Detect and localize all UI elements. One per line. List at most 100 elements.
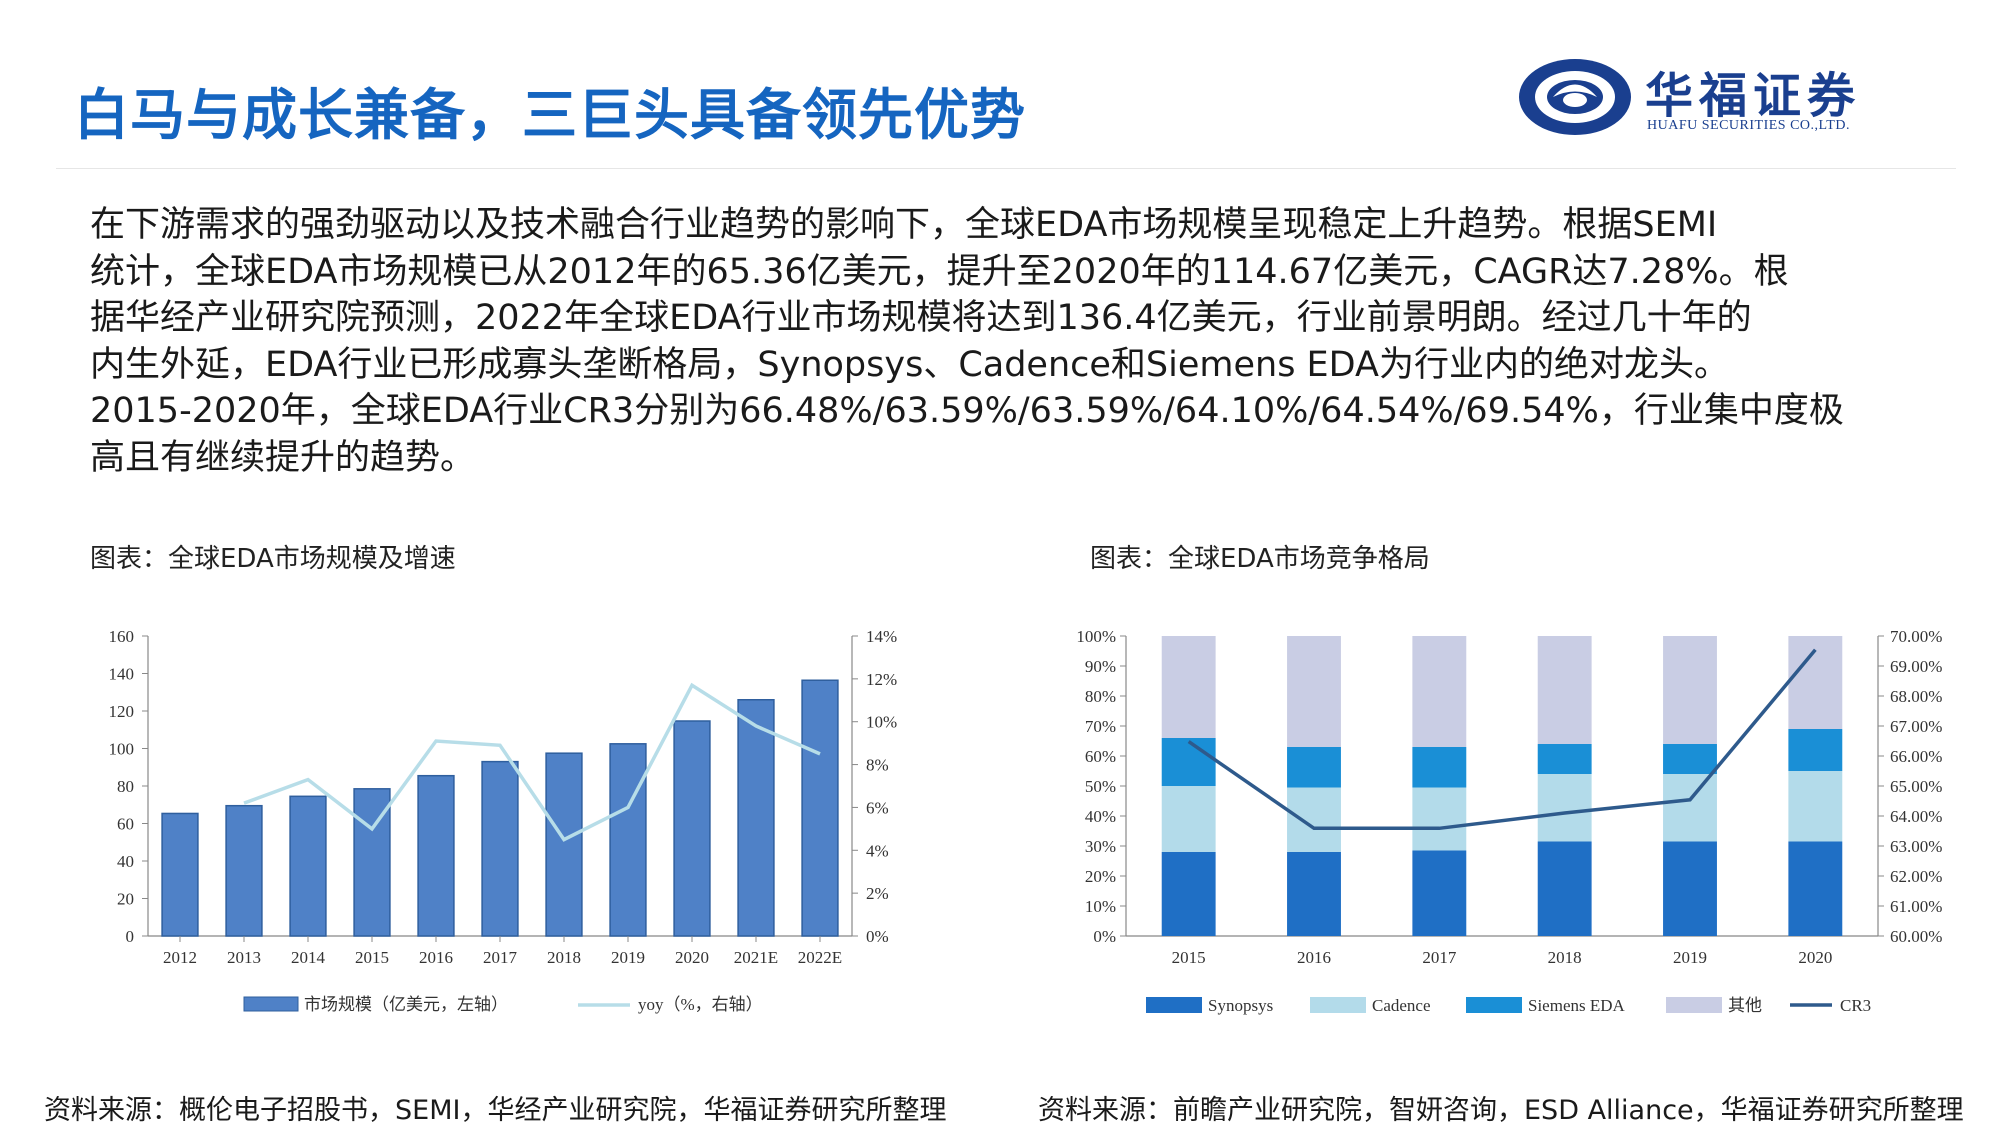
- cr3-line: [1187, 648, 1817, 831]
- x-tick-label: 2013: [227, 948, 261, 967]
- y2-tick-label: 60.00%: [1890, 927, 1942, 946]
- siemens-eda-segment: [1287, 747, 1341, 788]
- y-tick-label: 70%: [1085, 717, 1116, 736]
- y2-tick-label: 69.00%: [1890, 657, 1942, 676]
- y2-tick-label: 65.00%: [1890, 777, 1942, 796]
- y-tick-label: 20: [117, 890, 134, 909]
- legend-cadence-label: Cadence: [1372, 996, 1431, 1015]
- y2-tick-label: 61.00%: [1890, 897, 1942, 916]
- summary-paragraph: 在下游需求的强劲驱动以及技术融合行业趋势的影响下，全球EDA市场规模呈现稳定上升…: [90, 202, 1935, 481]
- left-source-note: 资料来源：概伦电子招股书，SEMI，华经产业研究院，华福证券研究所整理: [44, 1095, 947, 1126]
- market-size-bar: [225, 804, 263, 937]
- paragraph-line: 2015-2020年，全球EDA行业CR3分别为66.48%/63.59%/63…: [90, 391, 1844, 431]
- y2-tick-label: 8%: [866, 756, 889, 775]
- market-size-bar: [289, 795, 327, 937]
- y-tick-label: 30%: [1085, 837, 1116, 856]
- x-tick-label: 2014: [291, 948, 326, 967]
- paragraph-line: 高且有继续提升的趋势。: [90, 437, 476, 478]
- market-size-bar: [801, 679, 839, 937]
- right-chart-caption: 图表：全球EDA市场竞争格局: [1090, 544, 1430, 574]
- synopsys-segment: [1287, 852, 1341, 936]
- y-tick-label: 160: [109, 627, 135, 646]
- y-tick-label: 10%: [1085, 897, 1116, 916]
- y2-tick-label: 66.00%: [1890, 747, 1942, 766]
- synopsys-segment: [1412, 850, 1467, 936]
- y-tick-label: 100%: [1076, 627, 1116, 646]
- y2-tick-label: 2%: [866, 884, 889, 903]
- legend-siemens-eda-label: Siemens EDA: [1528, 996, 1626, 1015]
- market-size-bar: [545, 752, 583, 937]
- x-tick-label: 2018: [547, 948, 581, 967]
- y2-tick-label: 62.00%: [1890, 867, 1942, 886]
- y-tick-label: 80%: [1085, 687, 1116, 706]
- y2-tick-label: 70.00%: [1890, 627, 1942, 646]
- market-size-bar: [737, 699, 775, 937]
- eda-competition-chart: 0% 10% 20% 30% 40% 50% 60% 70% 80% 90% 100% 60.00% 6…: [1076, 627, 1942, 1015]
- y2-tick-label: 67.00%: [1890, 717, 1942, 736]
- y2-tick-label: 10%: [866, 713, 897, 732]
- left-chart-caption: 图表：全球EDA市场规模及增速: [90, 544, 456, 574]
- x-tick-label: 2012: [163, 948, 197, 967]
- market-size-bar: [673, 720, 711, 937]
- y2-tick-label: 63.00%: [1890, 837, 1942, 856]
- y-tick-label: 60%: [1085, 747, 1116, 766]
- siemens-eda-segment: [1537, 744, 1592, 774]
- y2-tick-label: 12%: [866, 670, 897, 689]
- cadence-segment: [1161, 786, 1216, 852]
- x-tick-label: 2019: [1673, 948, 1707, 967]
- x-tick-label: 2020: [675, 948, 709, 967]
- siemens-eda-segment: [1412, 747, 1467, 788]
- market-size-bar: [609, 743, 647, 937]
- cadence-segment: [1412, 787, 1467, 851]
- market-size-bar: [161, 812, 199, 937]
- legend-yoy-label: yoy（%，右轴）: [638, 995, 763, 1014]
- legend-bar-label: 市场规模（亿美元，左轴）: [304, 995, 508, 1014]
- others-segment: [1412, 636, 1467, 747]
- legend-synopsys-label: Synopsys: [1208, 996, 1273, 1015]
- y-tick-label: 20%: [1085, 867, 1116, 886]
- x-tick-label: 2017: [483, 948, 518, 967]
- y-tick-label: 0%: [1093, 927, 1116, 946]
- x-tick-label: 2015: [355, 948, 389, 967]
- legend-others-swatch: [1666, 997, 1722, 1013]
- y2-tick-label: 64.00%: [1890, 807, 1942, 826]
- x-tick-label: 2017: [1422, 948, 1457, 967]
- x-tick-label: 2022E: [798, 948, 842, 967]
- yoy-line: [243, 682, 821, 842]
- market-size-bar: [481, 760, 519, 937]
- eda-market-size-chart: 0 20 40 60 80 100 120 140 160 0% 2% 4% 6% 8% 10% 12% 14%…: [109, 627, 898, 1014]
- logo-english-name: HUAFU SECURITIES CO.,LTD.: [1647, 118, 1850, 133]
- x-tick-label: 2018: [1548, 948, 1582, 967]
- y-tick-label: 40: [117, 852, 134, 871]
- legend-cr3-label: CR3: [1840, 996, 1871, 1015]
- synopsys-segment: [1161, 852, 1216, 936]
- x-tick-label: 2021E: [734, 948, 778, 967]
- y-tick-label: 50%: [1085, 777, 1116, 796]
- cadence-segment: [1287, 787, 1341, 852]
- synopsys-segment: [1788, 841, 1843, 936]
- cadence-segment: [1537, 774, 1592, 842]
- x-tick-label: 2020: [1798, 948, 1832, 967]
- y-tick-label: 80: [117, 777, 134, 796]
- y-tick-label: 40%: [1085, 807, 1116, 826]
- others-segment: [1537, 636, 1592, 744]
- others-segment: [1161, 636, 1216, 738]
- synopsys-segment: [1537, 841, 1592, 936]
- x-tick-label: 2016: [419, 948, 453, 967]
- legend-others-label: 其他: [1728, 996, 1762, 1015]
- logo-chinese-name: 华福证券: [1645, 68, 1862, 124]
- page-title: 白马与成长兼备，三巨头具备领先优势: [74, 83, 1027, 147]
- cadence-segment: [1663, 774, 1717, 842]
- legend-bar-swatch: [243, 996, 299, 1012]
- company-logo: 华福证券 HUAFU SECURITIES CO.,LTD.: [1515, 52, 1935, 142]
- y2-tick-label: 4%: [866, 841, 889, 860]
- y-tick-label: 140: [109, 665, 135, 684]
- others-segment: [1663, 636, 1717, 744]
- siemens-eda-segment: [1663, 744, 1717, 774]
- siemens-eda-segment: [1161, 738, 1216, 786]
- market-size-bar: [417, 774, 455, 937]
- logo-emblem-icon: [1519, 59, 1631, 135]
- y-tick-label: 0: [126, 927, 135, 946]
- paragraph-line: 内生外延，EDA行业已形成寡头垄断格局，Synopsys、Cadence和Sie…: [90, 344, 1729, 385]
- x-tick-label: 2015: [1172, 948, 1206, 967]
